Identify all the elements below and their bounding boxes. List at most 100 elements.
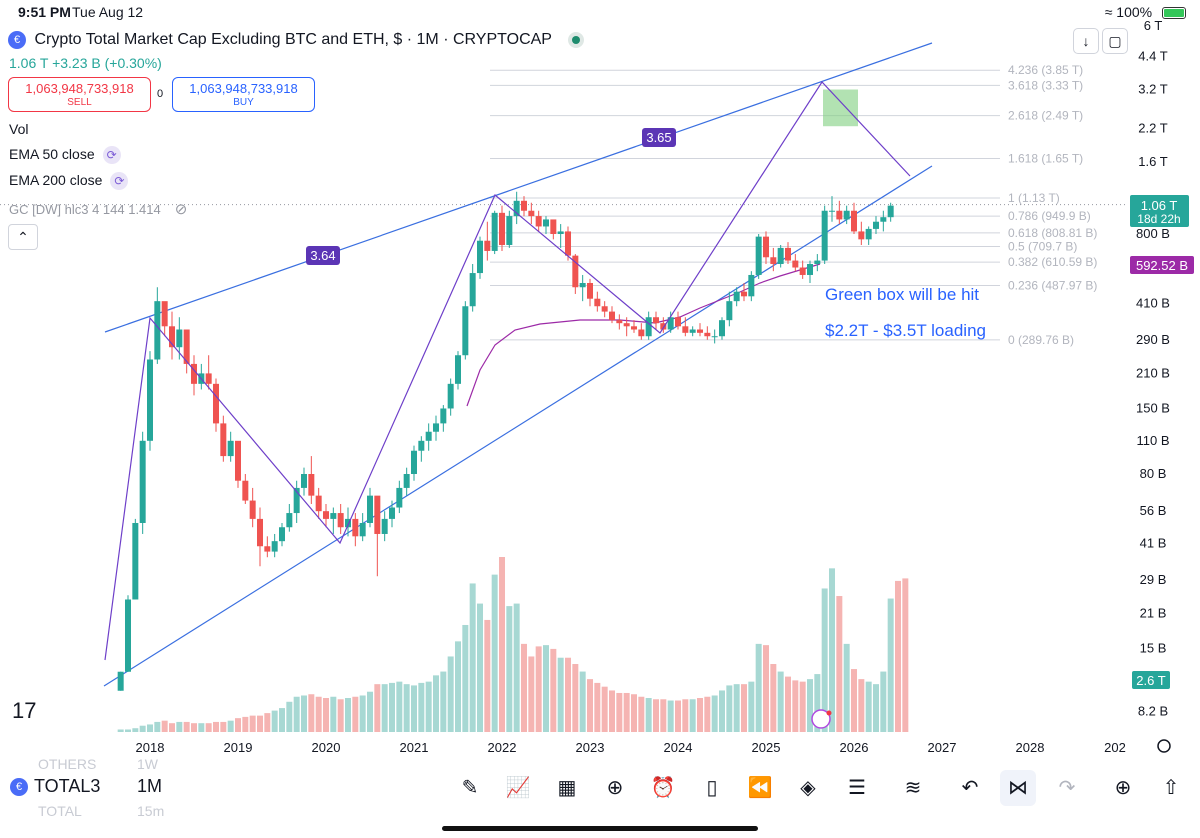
volume-bar	[469, 583, 476, 732]
annotation-text: Green box will be hit	[825, 285, 979, 304]
channel-label: 3.65	[646, 130, 671, 145]
volume-bar	[638, 696, 645, 732]
tradingview-logo-icon: 17	[12, 698, 36, 723]
volume-bar	[550, 648, 557, 732]
fullscreen-exit-icon[interactable]: ⋈	[1000, 770, 1036, 806]
candle-body	[660, 323, 667, 330]
y-axis-tick-label: 8.2 B	[1138, 703, 1168, 718]
refresh-icon[interactable]: ⟳	[102, 146, 121, 165]
fib-label: 3.618 (3.33 T)	[1008, 78, 1083, 92]
candle-body	[154, 301, 161, 360]
draw-icon[interactable]: ✎	[461, 777, 479, 799]
candle-body	[821, 210, 828, 261]
candle-body	[389, 507, 395, 519]
volume-bar	[279, 708, 285, 732]
y-axis-tick-label: 210 B	[1136, 365, 1170, 380]
candle-body	[264, 546, 271, 552]
volume-bar	[799, 681, 806, 732]
volume-bar	[425, 681, 432, 732]
volume-bar	[887, 598, 894, 732]
candle-body	[704, 332, 711, 337]
indicators-icon[interactable]: 📈	[505, 777, 531, 799]
candle-body	[117, 671, 124, 691]
symbol-name: TOTAL3	[34, 776, 101, 796]
volume-bar	[293, 696, 300, 732]
volume-bar	[117, 729, 124, 732]
candle-body	[301, 474, 307, 488]
fib-label: 0.786 (949.9 B)	[1008, 209, 1091, 223]
ghost-symbol-next: TOTAL	[38, 803, 82, 819]
buy-button[interactable]: 1,063,948,733,918 BUY	[172, 77, 315, 112]
replay-icon[interactable]: ⏪	[747, 777, 773, 799]
grid-icon[interactable]: ▦	[557, 777, 577, 799]
volume-bar	[748, 681, 755, 732]
watchlist-icon[interactable]: ⊕	[1114, 777, 1132, 799]
volume-bar	[330, 696, 337, 732]
indicator-ema50[interactable]: EMA 50 close ⟳	[9, 146, 121, 165]
candle-body	[829, 210, 835, 212]
candle-body	[367, 495, 373, 523]
redo-icon[interactable]: ↷	[1058, 777, 1076, 799]
candle-body	[447, 383, 454, 409]
x-axis-tick-label: 2028	[1016, 740, 1045, 755]
chart-title-row[interactable]: € Crypto Total Market Cap Excluding BTC …	[8, 31, 585, 49]
candle-body	[455, 355, 461, 384]
candle-body	[799, 267, 806, 275]
share-icon[interactable]: ⇧	[1162, 777, 1180, 799]
layers-icon[interactable]: ◈	[800, 777, 816, 799]
axis-settings-icon	[1157, 739, 1171, 753]
cryptocap-logo-icon: €	[10, 778, 28, 797]
volume-bar	[711, 695, 718, 732]
x-axis-tick-label: 2022	[488, 740, 517, 755]
volume-bar	[814, 674, 821, 732]
volume-bar	[858, 679, 865, 732]
candle-body	[293, 487, 300, 514]
lightning-icon	[811, 709, 831, 729]
candle-body	[220, 423, 227, 457]
fib-label: 1.618 (1.65 T)	[1008, 152, 1083, 166]
channel-upper-line	[104, 42, 933, 333]
settings-icon[interactable]: ☰	[848, 777, 866, 799]
candle-body	[579, 282, 586, 288]
indicator-label: Vol	[9, 121, 29, 137]
volume-bar	[183, 721, 190, 732]
symbol-selector[interactable]: € TOTAL3	[10, 776, 100, 797]
candles-icon[interactable]: ▯	[706, 777, 718, 799]
add-icon[interactable]: ⊕	[606, 777, 624, 799]
candle-body	[609, 311, 615, 321]
y-axis-tick-label: 3.2 T	[1138, 82, 1167, 97]
volume-bar	[286, 701, 293, 732]
indicator-vol[interactable]: Vol	[9, 121, 28, 137]
x-axis-tick-label: 2023	[576, 740, 605, 755]
status-date: Tue Aug 12	[72, 4, 144, 20]
eye-off-icon[interactable]: ⊘	[174, 201, 188, 218]
candle-body	[675, 317, 681, 327]
sell-button[interactable]: 1,063,948,733,918 SELL	[8, 77, 151, 112]
collapse-legend-button[interactable]: ⌃	[8, 224, 38, 250]
volume-bar	[565, 657, 571, 732]
indicator-ema200[interactable]: EMA 200 close ⟳	[9, 172, 129, 191]
scroll-down-button[interactable]: ↓	[1073, 28, 1099, 54]
volume-bar	[484, 619, 491, 732]
candle-body	[469, 273, 476, 307]
compare-icon[interactable]: ≋	[904, 777, 922, 799]
fullscreen-button[interactable]: ▢	[1102, 28, 1128, 54]
undo-icon[interactable]: ↶	[961, 777, 979, 799]
ema-price-label: 592.52 B	[1136, 258, 1188, 273]
y-axis-tick-label: 80 B	[1140, 466, 1167, 481]
refresh-icon[interactable]: ⟳	[110, 172, 129, 191]
y-axis-tick-label: 29 B	[1140, 572, 1167, 587]
y-axis-tick-label: 800 B	[1136, 226, 1170, 241]
chevron-up-icon: ⌃	[17, 229, 29, 245]
timeframe-selector[interactable]: 1M	[137, 776, 163, 796]
volume-bar	[807, 679, 813, 732]
alert-icon[interactable]: ⏰	[650, 777, 676, 799]
candle-body	[645, 317, 652, 337]
y-axis-tick-label: 150 B	[1136, 400, 1170, 415]
channel-label-bg	[642, 128, 676, 147]
indicator-gc[interactable]: GC [DW] hlc3 4 144 1.414 ⊘	[9, 200, 187, 218]
volume-bar	[843, 643, 850, 732]
volume-bar	[609, 690, 615, 732]
indicator-label: EMA 50 close	[9, 146, 95, 162]
